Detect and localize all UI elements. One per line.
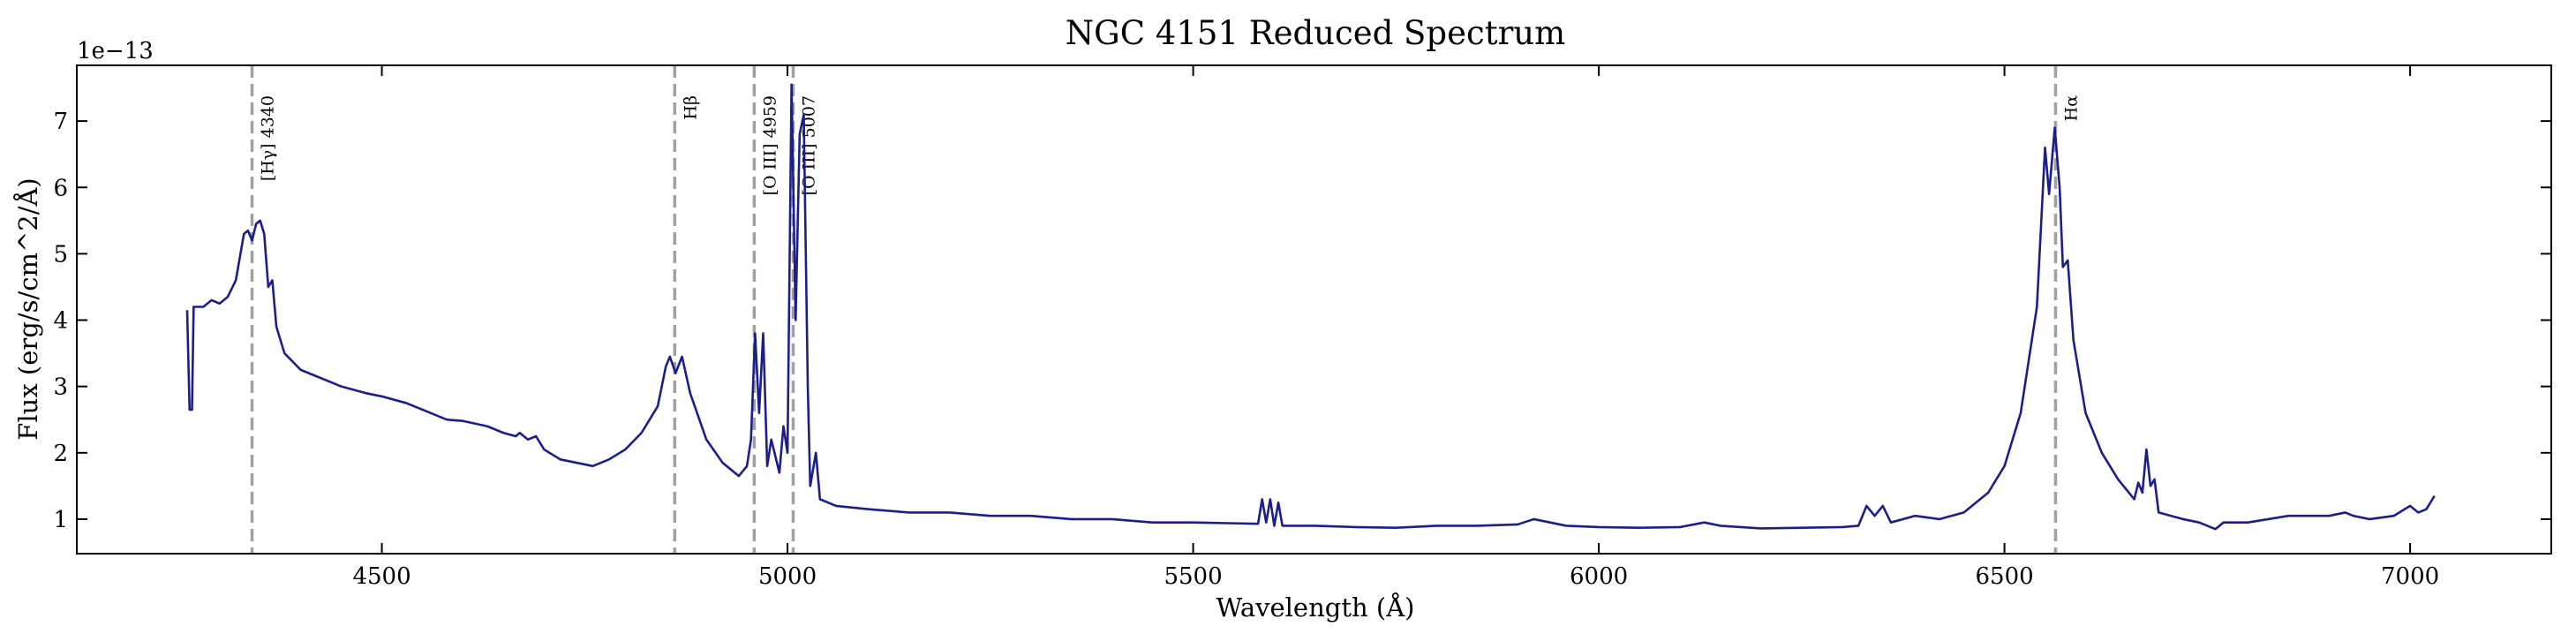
plot-frame bbox=[76, 64, 2552, 555]
y-tick-label: 4 bbox=[53, 308, 68, 335]
y-tick-label: 1 bbox=[53, 507, 68, 533]
x-tick-label: 6500 bbox=[1975, 563, 2033, 590]
y-tick-label: 2 bbox=[53, 441, 68, 467]
y-tick-label: 6 bbox=[53, 175, 68, 201]
reference-label: Hα bbox=[2061, 95, 2081, 122]
reference-label: Hβ bbox=[681, 95, 700, 120]
x-axis-label: Wavelength (Å) bbox=[1216, 592, 1415, 623]
reference-label: [O III] 4959 bbox=[760, 95, 780, 195]
x-tick-label: 6000 bbox=[1570, 563, 1628, 590]
y-tick-label: 5 bbox=[53, 241, 68, 268]
x-tick-label: 5000 bbox=[758, 563, 817, 590]
x-tick-label: 5500 bbox=[1164, 563, 1222, 590]
y-tick-label: 3 bbox=[53, 374, 68, 401]
chart-title: NGC 4151 Reduced Spectrum bbox=[1066, 14, 1565, 52]
x-tick-label: 4500 bbox=[352, 563, 411, 590]
spectrum-line bbox=[185, 83, 2436, 531]
reference-label: [O III] 5007 bbox=[799, 95, 818, 195]
y-tick-label: 7 bbox=[53, 109, 68, 135]
y-axis-label: Flux (erg/s/cm^2/Å) bbox=[12, 177, 43, 441]
x-tick-label: 7000 bbox=[2381, 563, 2439, 590]
y-offset-label: 1e−13 bbox=[77, 38, 154, 64]
reference-label: [Hγ] 4340 bbox=[259, 95, 278, 181]
